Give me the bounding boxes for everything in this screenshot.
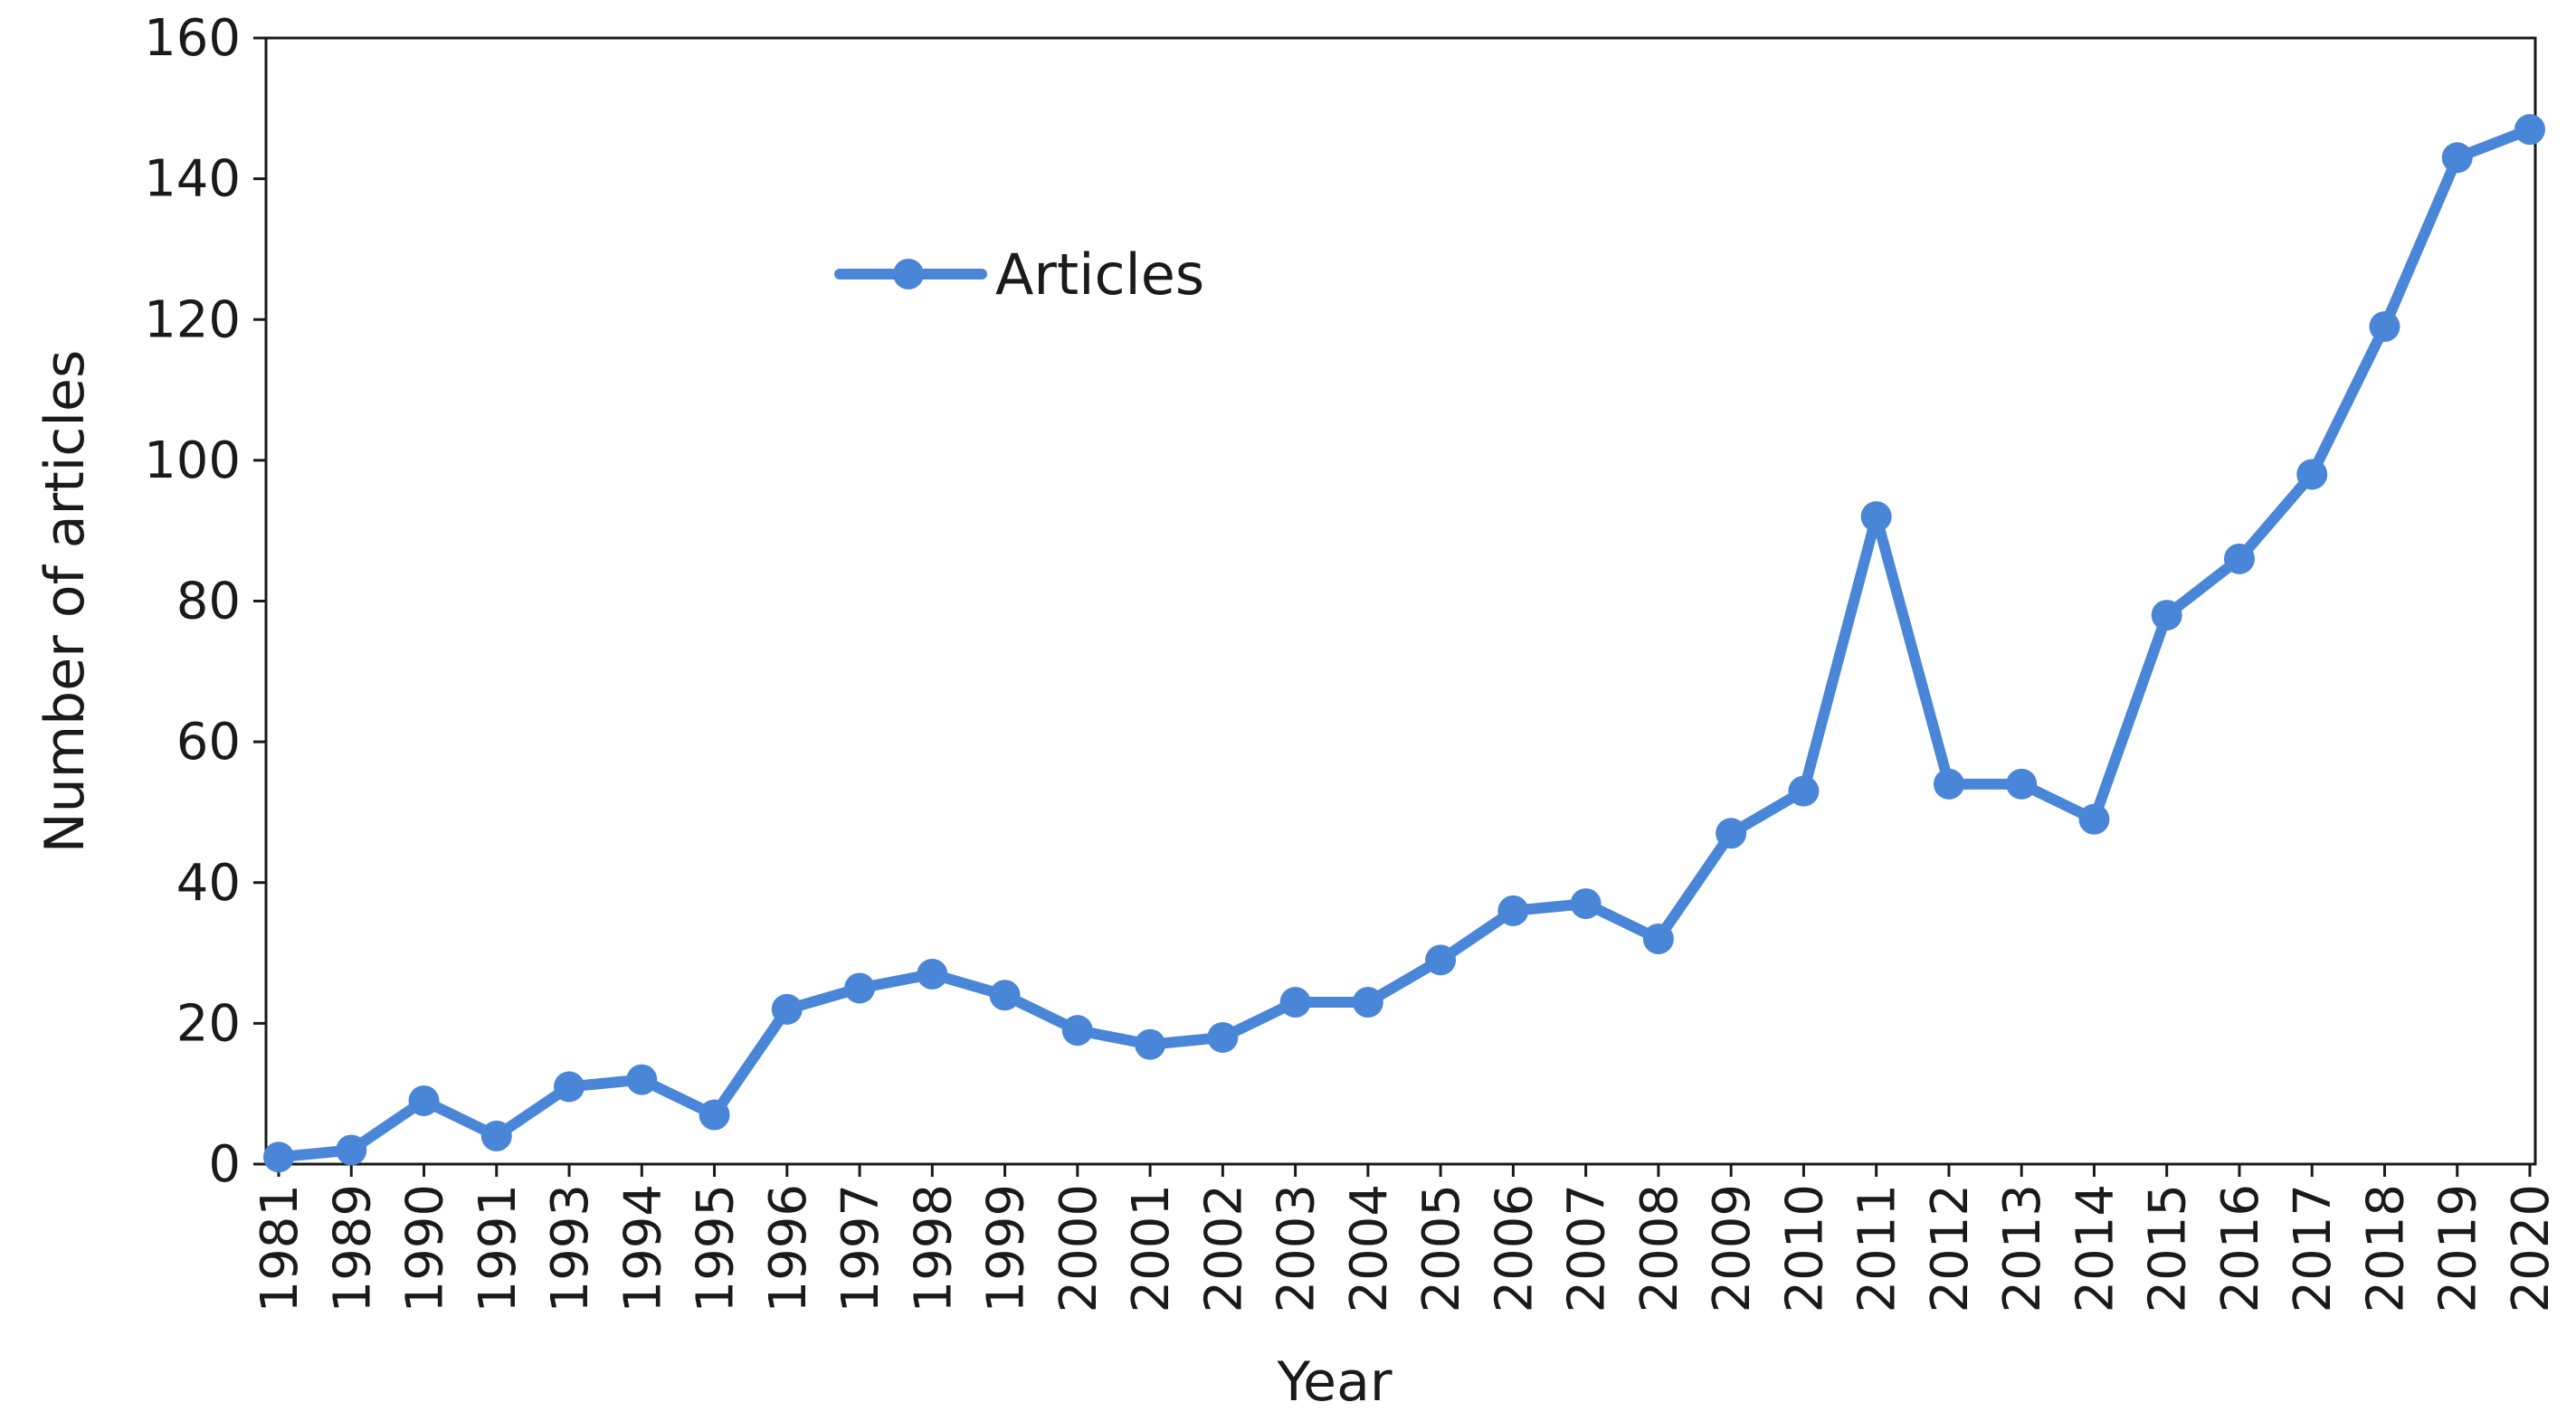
x-tick-label: 2010 xyxy=(1775,1184,1834,1313)
x-tick-label: 2020 xyxy=(2502,1184,2561,1313)
data-point xyxy=(2441,142,2473,174)
data-point xyxy=(917,958,948,990)
x-axis: 1981 1989 1990 1991 1993 1994 1995 1996 1997 1998… xyxy=(251,1164,2561,1313)
plot-area-frame xyxy=(264,36,2537,1166)
x-tick-label: 1989 xyxy=(323,1184,382,1313)
x-tick-label: 2017 xyxy=(2284,1184,2343,1313)
data-point xyxy=(1788,775,1820,807)
x-tick-label: 1999 xyxy=(977,1184,1036,1313)
data-point xyxy=(554,1071,585,1103)
data-point xyxy=(771,993,803,1025)
x-tick-label: 1995 xyxy=(687,1184,746,1313)
data-point xyxy=(2514,114,2545,146)
y-tick-label: 100 xyxy=(144,431,241,490)
series-line-articles xyxy=(273,124,2535,1163)
x-tick-label: 1991 xyxy=(469,1184,528,1313)
x-tick-label: 1994 xyxy=(613,1184,672,1313)
data-point xyxy=(1135,1028,1166,1060)
y-tick-label: 160 xyxy=(144,9,241,68)
legend: Articles xyxy=(834,242,1204,308)
data-point xyxy=(2223,543,2255,574)
x-tick-label: 2000 xyxy=(1050,1184,1108,1313)
x-tick-label: 2009 xyxy=(1703,1184,1762,1313)
data-point xyxy=(1352,987,1383,1018)
x-tick-label: 1996 xyxy=(759,1184,818,1313)
data-point xyxy=(408,1085,440,1116)
y-tick-label: 60 xyxy=(176,713,241,772)
y-tick-label: 80 xyxy=(176,573,241,631)
x-tick-label: 2002 xyxy=(1194,1184,1253,1313)
data-point xyxy=(2078,803,2110,835)
x-tick-label: 2008 xyxy=(1630,1184,1689,1313)
x-tick-label: 2019 xyxy=(2429,1184,2488,1313)
x-tick-label: 2007 xyxy=(1558,1184,1617,1313)
x-tick-label: 2015 xyxy=(2139,1184,2198,1313)
x-tick-label: 1997 xyxy=(832,1184,890,1313)
y-tick-label: 40 xyxy=(176,854,241,913)
y-tick-label: 120 xyxy=(144,290,241,349)
x-tick-label: 2006 xyxy=(1485,1184,1544,1313)
x-tick-label: 2012 xyxy=(1921,1184,1980,1313)
y-axis: 0 20 40 60 80 100 120 140 160 xyxy=(144,9,266,1194)
x-tick-label: 2003 xyxy=(1268,1184,1326,1313)
y-tick-label: 20 xyxy=(176,994,241,1053)
data-point xyxy=(1497,895,1529,926)
data-point xyxy=(1642,924,1674,954)
data-point xyxy=(2006,768,2038,800)
data-point xyxy=(263,1142,294,1173)
x-tick-label: 1993 xyxy=(541,1184,600,1313)
data-point xyxy=(336,1134,367,1166)
x-tick-label: 2014 xyxy=(2066,1184,2124,1313)
x-tick-label: 1998 xyxy=(904,1184,963,1313)
data-point xyxy=(626,1064,658,1095)
series-layer xyxy=(263,114,2545,1173)
data-point xyxy=(1207,1021,1239,1053)
x-axis-title: Year xyxy=(1276,1350,1392,1414)
data-point xyxy=(2369,311,2400,343)
data-point xyxy=(844,972,876,1004)
data-point xyxy=(2151,600,2182,631)
data-point xyxy=(1279,987,1311,1018)
x-tick-label: 1990 xyxy=(396,1184,455,1313)
data-point xyxy=(1933,768,1964,800)
data-point xyxy=(1061,1015,1093,1047)
y-axis-title: Number of articles xyxy=(33,350,97,853)
data-point xyxy=(1716,818,1747,849)
y-tick-label: 0 xyxy=(208,1135,241,1194)
x-tick-label: 1981 xyxy=(251,1184,309,1313)
data-point xyxy=(2296,459,2328,490)
x-tick-label: 2005 xyxy=(1412,1184,1471,1313)
x-tick-label: 2011 xyxy=(1849,1184,1907,1313)
y-tick-label: 140 xyxy=(144,150,241,209)
data-point xyxy=(989,980,1021,1011)
legend-marker-articles xyxy=(893,259,924,289)
x-tick-label: 2013 xyxy=(1993,1184,2052,1313)
x-tick-label: 2004 xyxy=(1340,1184,1399,1313)
data-point xyxy=(1570,888,1602,920)
x-tick-label: 2016 xyxy=(2211,1184,2270,1313)
x-tick-label: 2018 xyxy=(2356,1184,2415,1313)
data-point xyxy=(1860,501,1892,533)
x-tick-label: 2001 xyxy=(1122,1184,1181,1313)
data-point xyxy=(1425,944,1457,976)
legend-label-articles: Articles xyxy=(995,242,1204,308)
data-point xyxy=(480,1120,512,1151)
data-point xyxy=(699,1099,730,1131)
